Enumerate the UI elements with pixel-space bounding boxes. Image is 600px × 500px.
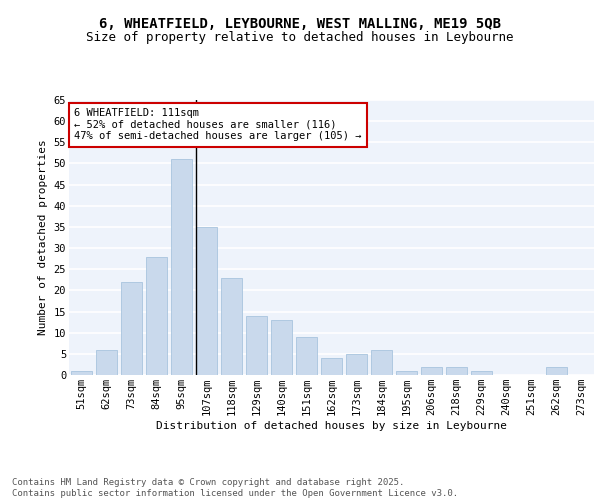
Bar [396,371,417,375]
Text: Size of property relative to detached houses in Leybourne: Size of property relative to detached ho… [86,31,514,44]
Bar [271,320,292,375]
Bar [471,371,492,375]
X-axis label: Distribution of detached houses by size in Leybourne: Distribution of detached houses by size … [156,421,507,431]
Text: 6, WHEATFIELD, LEYBOURNE, WEST MALLING, ME19 5QB: 6, WHEATFIELD, LEYBOURNE, WEST MALLING, … [99,18,501,32]
Bar [221,278,242,375]
Bar [96,350,117,375]
Text: Contains HM Land Registry data © Crown copyright and database right 2025.
Contai: Contains HM Land Registry data © Crown c… [12,478,458,498]
Bar [171,159,192,375]
Bar [146,256,167,375]
Bar [346,354,367,375]
Bar [296,337,317,375]
Bar [371,350,392,375]
Bar [71,371,92,375]
Y-axis label: Number of detached properties: Number of detached properties [38,140,48,336]
Text: 6 WHEATFIELD: 111sqm
← 52% of detached houses are smaller (116)
47% of semi-deta: 6 WHEATFIELD: 111sqm ← 52% of detached h… [74,108,362,142]
Bar [321,358,342,375]
Bar [121,282,142,375]
Bar [446,366,467,375]
Bar [196,227,217,375]
Bar [546,366,567,375]
Bar [421,366,442,375]
Bar [246,316,267,375]
